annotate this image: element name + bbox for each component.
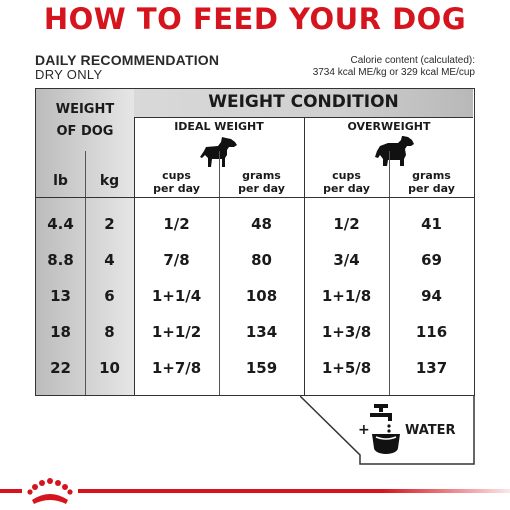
cups-line-1: cups (162, 169, 191, 182)
cell-ideal-cups: 1+1/2 (151, 323, 202, 341)
cell-kg: 4 (104, 251, 115, 269)
cell-lb: 18 (50, 323, 71, 341)
page-title: HOW TO FEED YOUR DOG (43, 2, 467, 36)
cell-ideal-grams: 80 (251, 251, 272, 269)
grams-line-2: per day (408, 182, 455, 195)
cell-ideal-grams: 159 (245, 359, 278, 377)
cell-ideal-grams: 48 (251, 215, 272, 233)
cell-ideal-cups: 1+7/8 (151, 359, 202, 377)
daily-recommendation-label: DAILY RECOMMENDATION (35, 52, 220, 68)
fat-dog-icon (375, 136, 414, 166)
water-box (300, 395, 475, 465)
cell-over-grams: 41 (421, 215, 442, 233)
cell-over-cups: 1+5/8 (321, 359, 372, 377)
weight-condition-bar (134, 89, 473, 117)
cell-lb: 8.8 (47, 251, 74, 269)
cell-over-cups: 1/2 (333, 215, 360, 233)
plus-sign: + (358, 422, 370, 438)
cell-ideal-cups: 7/8 (163, 251, 190, 269)
cell-lb: 22 (50, 359, 71, 377)
lb-header: lb (53, 173, 68, 189)
ideal-grams-header: grams per day (219, 169, 304, 195)
cell-kg: 8 (104, 323, 115, 341)
crown-logo-icon (22, 476, 78, 506)
overweight-label: OVERWEIGHT (347, 120, 431, 133)
weight-of-dog-label: WEIGHT OF DOG (36, 99, 134, 143)
kg-header: kg (99, 173, 120, 189)
cell-over-grams: 137 (415, 359, 448, 377)
ideal-weight-label: IDEAL WEIGHT (174, 120, 264, 133)
calorie-content: Calorie content (calculated): 3734 kcal … (313, 55, 475, 79)
weight-of-dog-line-2: OF DOG (56, 124, 114, 139)
cell-over-grams: 69 (421, 251, 442, 269)
water-tap-bowl-icon (370, 404, 400, 454)
footer-line (0, 489, 510, 493)
cups-line-2: per day (323, 182, 370, 195)
cell-kg: 2 (104, 215, 115, 233)
cell-ideal-grams: 108 (245, 287, 278, 305)
cell-ideal-grams: 134 (245, 323, 278, 341)
cell-lb: 13 (50, 287, 71, 305)
over-cups-header: cups per day (304, 169, 389, 195)
feeding-table: WEIGHT CONDITION WEIGHT OF DOG IDEAL WEI… (35, 88, 475, 396)
cell-over-cups: 1+3/8 (321, 323, 372, 341)
cell-ideal-cups: 1+1/4 (151, 287, 202, 305)
cell-over-grams: 94 (421, 287, 442, 305)
cell-over-grams: 116 (415, 323, 448, 341)
cups-line-2: per day (153, 182, 200, 195)
water-label: WATER (405, 423, 456, 438)
cell-kg: 10 (99, 359, 120, 377)
cell-over-cups: 3/4 (333, 251, 360, 269)
cell-kg: 6 (104, 287, 115, 305)
weight-condition-title: WEIGHT CONDITION (208, 92, 399, 112)
cell-over-cups: 1+1/8 (321, 287, 372, 305)
grams-line-1: grams (412, 169, 451, 182)
weight-of-dog-line-1: WEIGHT (55, 102, 115, 117)
dog-icon (200, 137, 237, 167)
grams-line-2: per day (238, 182, 285, 195)
dry-only-label: DRY ONLY (35, 67, 103, 82)
cups-line-1: cups (332, 169, 361, 182)
ideal-cups-header: cups per day (134, 169, 219, 195)
cell-ideal-cups: 1/2 (163, 215, 190, 233)
calorie-line-2: 3734 kcal ME/kg or 329 kcal ME/cup (312, 67, 475, 78)
grams-line-1: grams (242, 169, 281, 182)
cell-lb: 4.4 (47, 215, 74, 233)
over-grams-header: grams per day (389, 169, 474, 195)
calorie-line-1: Calorie content (calculated): (350, 55, 475, 66)
